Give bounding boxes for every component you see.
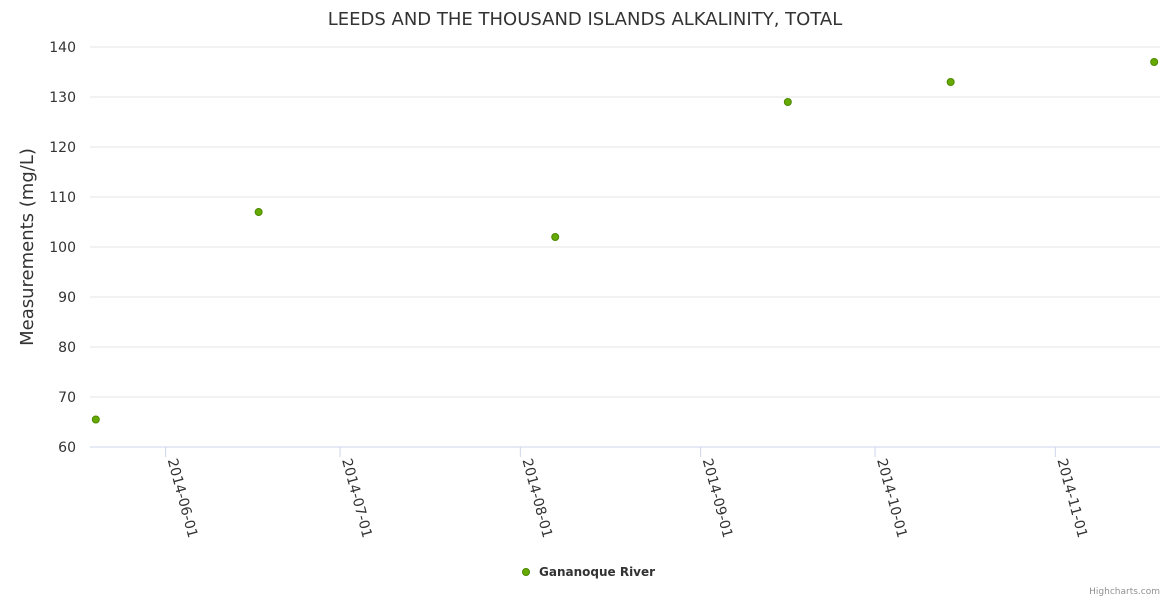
legend-label[interactable]: Gananoque River bbox=[539, 565, 655, 579]
data-points bbox=[91, 58, 1159, 424]
data-point[interactable] bbox=[1150, 58, 1159, 66]
x-tick-label: 2014-10-01 bbox=[873, 457, 910, 540]
chart-title: LEEDS AND THE THOUSAND ISLANDS ALKALINIT… bbox=[328, 9, 843, 30]
x-tick-label: 2014-06-01 bbox=[164, 457, 201, 540]
y-tick-label: 80 bbox=[58, 340, 76, 356]
y-tick-label: 60 bbox=[58, 440, 76, 456]
y-tick-label: 110 bbox=[49, 190, 76, 206]
x-tick-label: 2014-08-01 bbox=[518, 457, 555, 540]
data-point[interactable] bbox=[91, 415, 100, 424]
y-tick-label: 70 bbox=[58, 390, 76, 406]
y-axis-label: Measurements (mg/L) bbox=[17, 148, 38, 346]
y-tick-label: 100 bbox=[49, 240, 76, 256]
data-point[interactable] bbox=[254, 208, 263, 216]
y-axis-ticks: 60 70 80 90 100 110 120 130 140 bbox=[49, 40, 76, 456]
credits-link[interactable]: Highcharts.com bbox=[1089, 587, 1160, 597]
y-tick-label: 130 bbox=[49, 90, 76, 106]
x-tick-label: 2014-09-01 bbox=[699, 457, 736, 540]
y-tick-label: 140 bbox=[49, 40, 76, 56]
legend[interactable]: Gananoque River bbox=[522, 565, 656, 579]
data-point[interactable] bbox=[946, 78, 955, 86]
x-tick-label: 2014-07-01 bbox=[338, 457, 375, 540]
x-axis: 2014-06-01 2014-07-01 2014-08-01 2014-09-01… bbox=[90, 446, 1160, 540]
data-point[interactable] bbox=[551, 233, 560, 241]
x-tick-label: 2014-11-01 bbox=[1053, 457, 1090, 540]
y-tick-label: 90 bbox=[58, 290, 76, 306]
y-tick-label: 120 bbox=[49, 140, 76, 156]
grid-lines bbox=[90, 46, 1160, 398]
legend-marker bbox=[522, 568, 530, 576]
data-point[interactable] bbox=[783, 98, 792, 106]
